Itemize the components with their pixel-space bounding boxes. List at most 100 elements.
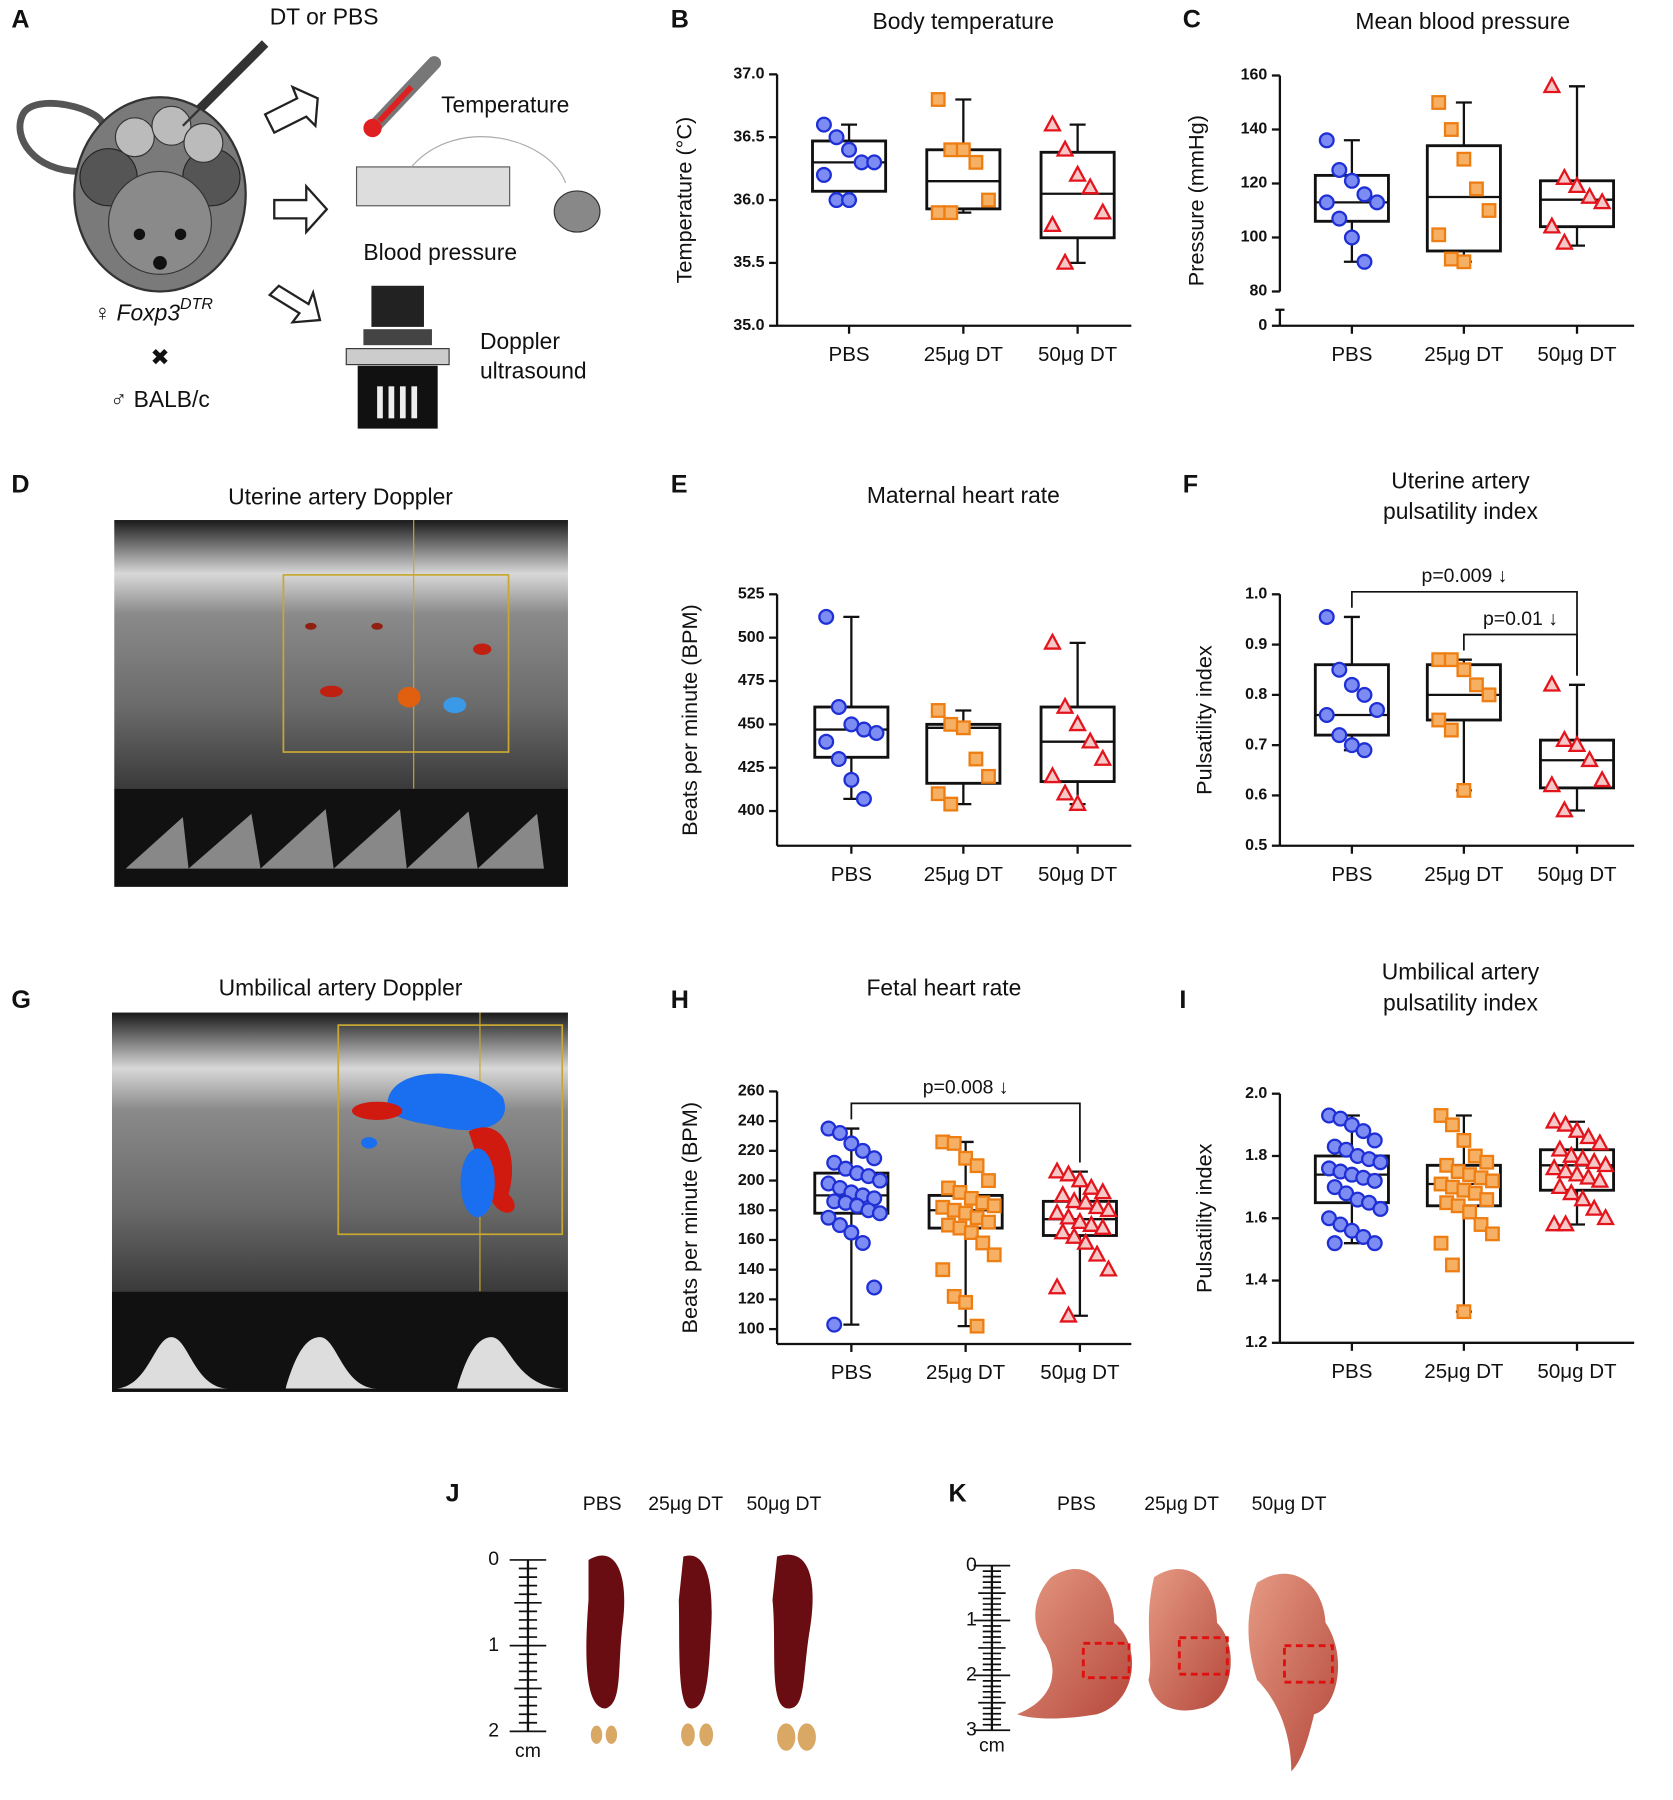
data-point (828, 129, 845, 146)
panel-letter: I (1179, 986, 1186, 1014)
y-tick-label: 0.9 (1245, 636, 1267, 653)
y-tick-label: 475 (738, 672, 765, 689)
data-point (866, 154, 883, 171)
data-point (1431, 652, 1447, 668)
x-tick-label: PBS (1331, 343, 1372, 366)
color-box (282, 574, 510, 753)
data-point (1043, 214, 1062, 233)
waveform-trace (125, 809, 544, 869)
data-point (1542, 674, 1562, 692)
data-point (1087, 1196, 1107, 1215)
y-tick-label: 425 (738, 759, 765, 776)
data-point (1087, 1244, 1107, 1262)
data-point (820, 1209, 837, 1226)
data-point (981, 768, 996, 784)
data-point (1544, 1111, 1564, 1129)
y-tick-label: 180 (738, 1201, 765, 1218)
panel-letter: G (11, 986, 31, 1014)
y-tick-label: 80 (1250, 283, 1268, 300)
data-point (943, 142, 959, 158)
data-point (1567, 1164, 1587, 1182)
chart-title: Fetal heart rate (866, 975, 1021, 1001)
chart-title: Mean blood pressure (1355, 8, 1570, 34)
doppler-waveform (114, 788, 568, 887)
y-tick-label: 0.8 (1245, 686, 1267, 703)
data-point (1481, 687, 1497, 703)
data-point (1544, 1214, 1564, 1232)
data-point (1469, 677, 1484, 693)
y-tick-label: 240 (738, 1112, 765, 1129)
thermometer (363, 56, 442, 138)
female-label: ♀ Foxp3DTR (94, 296, 214, 325)
data-point (943, 796, 959, 812)
image-title: Umbilical artery Doppler (219, 975, 463, 1001)
data-point (855, 790, 872, 807)
data-point (1366, 1172, 1383, 1189)
y-tick-label: 100 (738, 1320, 765, 1337)
ruler-unit: cm (979, 1734, 1005, 1756)
data-point (841, 141, 858, 158)
lymph-nodes (590, 1723, 816, 1751)
data-point (1550, 1139, 1570, 1157)
data-point (963, 1225, 979, 1240)
data-point (1070, 1170, 1090, 1188)
y-tick-label: 0.6 (1245, 787, 1267, 804)
y-tick-label: 0.7 (1245, 736, 1267, 753)
data-point (1584, 1198, 1604, 1216)
data-point (1542, 774, 1562, 793)
p-value: p=0.008 ↓ (923, 1077, 1009, 1099)
data-point (969, 1158, 985, 1174)
group-label: PBS (583, 1493, 622, 1515)
panel-letter: J (446, 1479, 460, 1507)
data-point (1356, 742, 1373, 759)
data-point (1064, 1190, 1084, 1209)
y-axis-label: Beats per minute (BPM) (677, 604, 702, 836)
group-label: 50μg DT (747, 1493, 822, 1515)
ruler-label: 2 (488, 1719, 499, 1741)
data-point (1331, 210, 1348, 227)
data-point (1053, 1222, 1073, 1240)
data-point (1456, 662, 1472, 678)
group-label: 50μg DT (1252, 1493, 1327, 1515)
data-point (930, 92, 946, 107)
group-label: 25μg DT (1144, 1493, 1219, 1515)
x-tick-label: 25μg DT (926, 1361, 1006, 1384)
data-point (930, 786, 946, 802)
data-point (1326, 1235, 1343, 1252)
data-point (1356, 186, 1373, 203)
color-box (337, 1024, 564, 1236)
data-point (1331, 727, 1348, 744)
x-tick-label: PBS (829, 343, 870, 366)
data-point (871, 1205, 888, 1222)
data-point (1318, 132, 1335, 149)
panel-letter: D (11, 470, 29, 498)
data-point (1473, 1217, 1489, 1232)
data-point (1567, 1120, 1587, 1138)
data-point (841, 192, 858, 209)
chart-title: pulsatility index (1383, 990, 1538, 1016)
data-point (818, 608, 835, 625)
data-point (1433, 1235, 1449, 1251)
embryos (114, 105, 224, 163)
x-tick-label: 25μg DT (924, 863, 1004, 886)
panel-letter: C (1183, 5, 1201, 33)
data-point (1081, 1177, 1101, 1195)
panel-d: D Uterine artery Doppler (11, 470, 568, 887)
data-point (1580, 749, 1599, 768)
data-point (1481, 203, 1497, 218)
y-tick-label: 140 (1241, 121, 1268, 138)
y-tick-label: 1.0 (1245, 586, 1267, 603)
mouse-eye (174, 228, 187, 241)
cross-symbol: ✖ (150, 344, 169, 370)
data-point (818, 733, 835, 750)
data-point (1043, 114, 1062, 132)
waveform-trace (114, 1337, 566, 1389)
data-point (1456, 151, 1472, 167)
data-point (1456, 782, 1472, 798)
spleens (586, 1554, 813, 1709)
significance-bracket (1463, 633, 1578, 676)
data-point (1372, 1200, 1389, 1217)
ruler-label: 0 (966, 1554, 977, 1576)
p-value: p=0.009 ↓ (1422, 565, 1508, 587)
data-point (1556, 1161, 1575, 1179)
